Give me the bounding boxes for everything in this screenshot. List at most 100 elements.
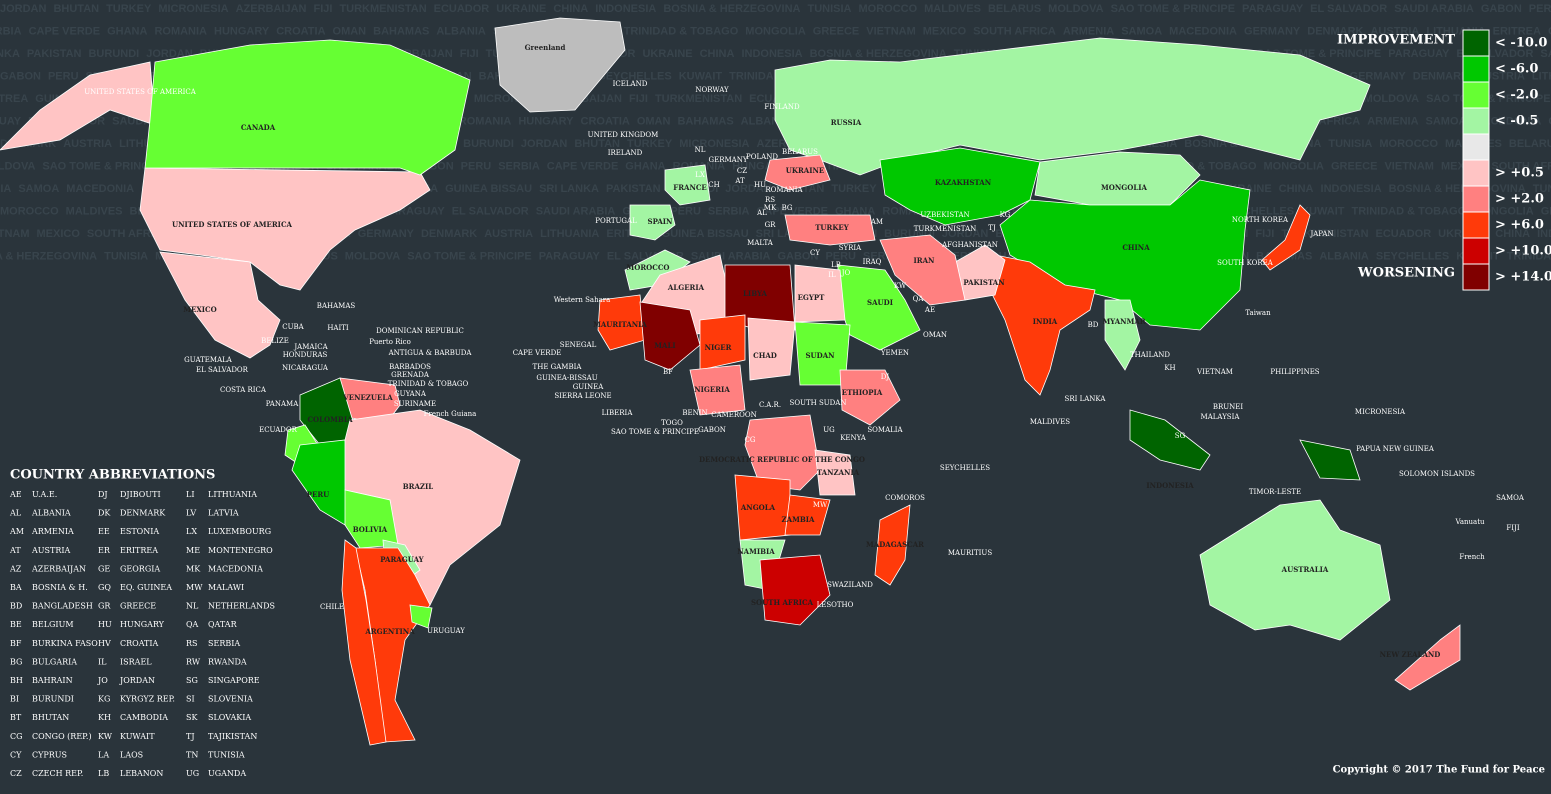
background-name: ARMENIA bbox=[1063, 25, 1114, 37]
background-name: GREECE bbox=[813, 25, 859, 37]
abbreviation-name: BOSNIA & H. bbox=[32, 583, 88, 592]
background-name: DENMARK bbox=[421, 228, 477, 240]
country-shape bbox=[144, 39, 471, 176]
place-label: TJ bbox=[988, 224, 996, 232]
background-name: PERU bbox=[670, 205, 701, 217]
country-label: INDONESIA bbox=[1146, 481, 1194, 490]
country-label: MAURITANIA bbox=[593, 320, 647, 329]
place-label: TURKMENISTAN bbox=[914, 225, 977, 233]
background-name: ARMENIA bbox=[1367, 115, 1418, 127]
abbreviation-name: JORDAN bbox=[119, 676, 155, 685]
place-label: LX bbox=[695, 171, 705, 179]
place-label: EL SALVADOR bbox=[196, 366, 249, 374]
abbreviation-code: TN bbox=[186, 750, 198, 759]
country-label: AUSTRALIA bbox=[1281, 565, 1329, 574]
place-label: BRUNEI bbox=[1213, 403, 1244, 411]
country-shape bbox=[784, 494, 831, 536]
country-label: JAPAN bbox=[1309, 230, 1333, 238]
background-name: JORDAN bbox=[146, 48, 193, 60]
place-label: SYRIA bbox=[839, 244, 862, 252]
place-label: BG bbox=[782, 204, 793, 212]
place-label: IRELAND bbox=[608, 149, 643, 157]
place-label: SWAZILAND bbox=[827, 581, 873, 589]
place-label: NICARAGUA bbox=[282, 364, 329, 372]
background-name: MICRONESIA bbox=[679, 138, 749, 150]
country-label: ANGOLA bbox=[740, 503, 776, 512]
place-label: IRAQ bbox=[863, 258, 882, 266]
background-name: GERMANY bbox=[358, 228, 415, 240]
country-shape bbox=[689, 364, 746, 416]
background-name: MOLDOVA bbox=[1048, 3, 1103, 15]
place-label: MW bbox=[813, 501, 828, 509]
country-shape bbox=[341, 539, 387, 746]
country-shape bbox=[784, 214, 876, 246]
abbreviation-name: DJIBOUTI bbox=[120, 490, 161, 499]
country-label: UNITED STATES OF AMERICA bbox=[84, 88, 197, 96]
place-label: COMOROS bbox=[885, 494, 925, 502]
country-label: BOLIVIA bbox=[353, 525, 388, 534]
background-name: GUINEA BISSAU bbox=[1548, 25, 1551, 37]
background-name: GUINEA BISSAU bbox=[662, 228, 749, 240]
background-name: MALDIVES bbox=[66, 205, 123, 217]
country-label: PAKISTAN bbox=[963, 278, 1005, 287]
background-name: TURKEY bbox=[627, 138, 673, 150]
country-shape bbox=[879, 147, 1041, 226]
background-name: GERMANY bbox=[1244, 25, 1301, 37]
country-label: ECUADOR bbox=[259, 426, 298, 434]
abbreviation-code: EE bbox=[98, 527, 110, 536]
country-label: EGYPT bbox=[798, 293, 826, 302]
background-name: MACEDONIA bbox=[1473, 115, 1541, 127]
background-name: TURKMENISTAN bbox=[655, 93, 742, 105]
place-label: CH bbox=[708, 181, 719, 189]
place-label: QA bbox=[913, 295, 925, 303]
abbreviation-name: SINGAPORE bbox=[208, 676, 260, 685]
background-name: SOUTH AFRICA bbox=[87, 228, 170, 240]
place-label: GABON bbox=[698, 426, 726, 434]
background-name: TUNISIA bbox=[1328, 138, 1372, 150]
place-label: ICELAND bbox=[613, 80, 648, 88]
background-name: BAHAMAS bbox=[373, 25, 429, 37]
background-name: SAMOA bbox=[1121, 25, 1162, 37]
background-name: SAO TOME & PRINCIPE bbox=[407, 250, 531, 262]
abbreviation-code: AE bbox=[9, 490, 22, 499]
abbreviation-code: BH bbox=[10, 676, 23, 685]
background-name: TURKEY bbox=[106, 3, 152, 15]
background-name: ROMANIA bbox=[154, 25, 207, 37]
place-label: GUATEMALA bbox=[184, 356, 233, 364]
background-name: PAKISTAN bbox=[27, 48, 82, 60]
place-label: SIERRA LEONE bbox=[554, 392, 611, 400]
place-label: FIJI bbox=[1506, 524, 1519, 532]
abbreviation-name: NETHERLANDS bbox=[208, 602, 275, 611]
background-name: CROATIA bbox=[581, 115, 630, 127]
background-name: GREECE bbox=[1541, 205, 1551, 217]
place-label: GR bbox=[765, 221, 777, 229]
legend-swatch bbox=[1462, 263, 1490, 291]
abbreviation-code: BF bbox=[10, 639, 22, 648]
background-name: SERBIA bbox=[0, 25, 22, 37]
background-name: SOUTH AFRICA bbox=[973, 25, 1056, 37]
background-name: TRINIDAD & TOBAGO bbox=[1352, 205, 1467, 217]
legend-swatch bbox=[1462, 133, 1490, 161]
legend-label: > +14.0 bbox=[1495, 270, 1551, 285]
background-name: UKRAINE bbox=[496, 3, 546, 15]
background-name: PERU bbox=[1529, 3, 1551, 15]
place-label: UNITED KINGDOM bbox=[588, 131, 659, 139]
background-name: ROMANIA bbox=[459, 115, 512, 127]
country-label: MONGOLIA bbox=[1101, 183, 1148, 192]
background-name: CHINA bbox=[553, 3, 588, 15]
background-name: PARAGUAY bbox=[539, 250, 601, 262]
place-label: PANAMA bbox=[266, 400, 299, 408]
place-label: CAMEROON bbox=[711, 411, 757, 419]
country-label: KAZAKHSTAN bbox=[935, 178, 992, 187]
background-name: CAPE VERDE bbox=[756, 205, 828, 217]
place-label: THAILAND bbox=[1130, 351, 1170, 359]
abbreviation-name: ALBANIA bbox=[31, 509, 71, 518]
abbreviation-code: BE bbox=[10, 620, 22, 629]
abbreviation-name: RWANDA bbox=[208, 657, 247, 666]
background-name: SERBIA bbox=[498, 160, 540, 172]
country-shape bbox=[494, 17, 626, 113]
country-label: NIGERIA bbox=[694, 385, 730, 394]
background-name: AUSTRIA bbox=[484, 228, 533, 240]
abbreviation-code: QA bbox=[186, 620, 199, 629]
place-label: UZBEKISTAN bbox=[920, 211, 969, 219]
